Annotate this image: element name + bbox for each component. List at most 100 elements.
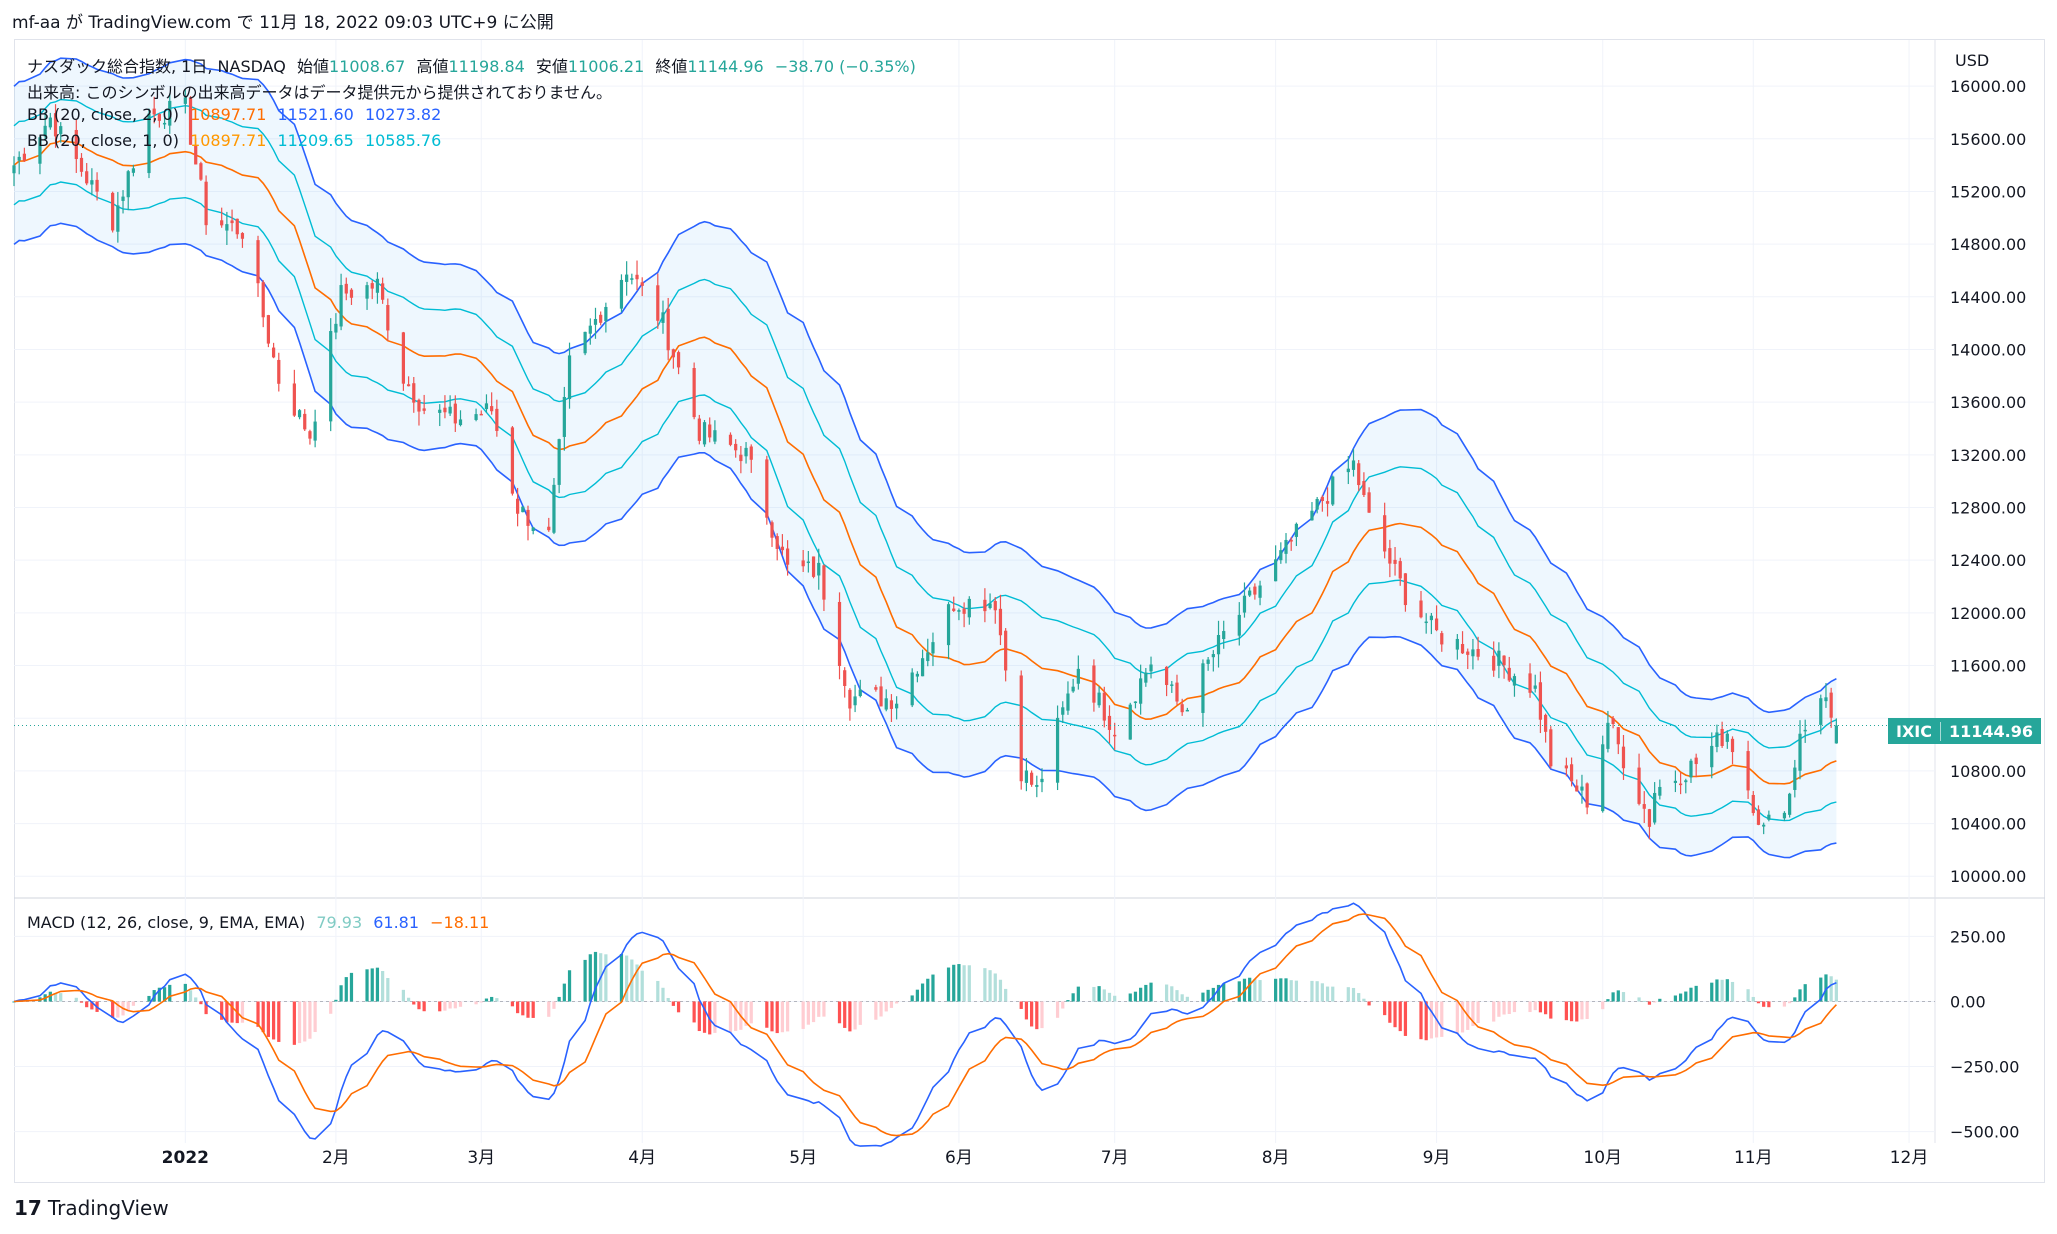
candle-body	[770, 522, 774, 538]
bb2-label: BB (20, close, 1, 0)	[27, 131, 179, 150]
candle-body	[1653, 792, 1657, 823]
macd-hist-bar	[843, 1001, 847, 1028]
macd-hist-bar	[858, 1001, 862, 1025]
candle-body	[661, 312, 665, 323]
volume-note: 出来高: このシンボルの出来高データはデータ提供元から提供されておりません。	[27, 83, 613, 102]
macd-hist-bar	[1460, 1001, 1465, 1033]
macd-hist-bar	[1331, 986, 1335, 1002]
macd-hist-bar	[1066, 1000, 1070, 1002]
candle-body	[194, 144, 198, 165]
macd-hist-bar	[640, 970, 644, 1002]
candle-body	[1097, 692, 1101, 706]
macd-hist-bar	[749, 1001, 753, 1024]
candle-body	[1346, 468, 1350, 473]
macd-hist-bar	[1206, 989, 1210, 1002]
candle-body	[334, 323, 338, 333]
candle-body	[1211, 654, 1215, 658]
time-tick-label: 9月	[1423, 1148, 1451, 1168]
bb1-legend[interactable]: BB (20, close, 2, 0) 10897.71 11521.60 1…	[27, 105, 447, 124]
candle-body	[521, 506, 525, 513]
tradingview-brand: TradingView	[47, 1196, 169, 1220]
candle-body	[111, 192, 115, 231]
macd-hist-bar	[417, 1001, 421, 1010]
candle-body	[692, 368, 696, 418]
macd-hist-bar	[1398, 1001, 1402, 1032]
candle-body	[126, 171, 130, 198]
candle-body	[303, 413, 307, 430]
macd-hist-bar	[1533, 1001, 1537, 1011]
candle-body	[879, 686, 883, 707]
macd-hist-bar	[1497, 1001, 1501, 1017]
candle-body	[152, 108, 156, 115]
macd-hist-bar	[666, 997, 670, 1002]
macd-hist-bar	[962, 965, 966, 1002]
macd-hist-value: 79.93	[316, 913, 363, 932]
bb1-lower-line	[13, 181, 1837, 822]
macd-hist-bar	[625, 955, 629, 1002]
macd-hist-bar	[697, 1001, 701, 1032]
price-tick-label: 15600.00	[1950, 130, 2026, 149]
candle-body	[1071, 686, 1075, 692]
macd-hist-bar	[1824, 974, 1828, 1002]
candle-body	[1746, 751, 1750, 791]
macd-hist-bar	[656, 980, 660, 1002]
macd-hist-bar	[811, 1001, 816, 1023]
macd-hist-bar	[915, 989, 919, 1002]
macd-hist-bar	[853, 1001, 857, 1030]
macd-hist-bar	[495, 998, 499, 1002]
candle-body	[1440, 633, 1444, 645]
candle-body	[567, 355, 572, 400]
candle-body	[635, 274, 639, 280]
macd-hist-bar	[1653, 1001, 1657, 1003]
candle-body	[479, 413, 483, 416]
candle-body	[495, 408, 499, 431]
candle-body	[1004, 630, 1008, 671]
candle-body	[490, 406, 494, 412]
macd-hist-bar	[910, 995, 914, 1002]
macd-signal-value: −18.11	[430, 913, 490, 932]
macd-hist-bar	[1175, 990, 1179, 1002]
candle-body	[53, 113, 58, 137]
macd-hist-bar	[48, 991, 52, 1002]
candle-body	[1756, 809, 1761, 825]
macd-legend[interactable]: MACD (12, 26, close, 9, EMA, EMA) 79.93 …	[27, 913, 495, 932]
macd-hist-bar	[1575, 1001, 1579, 1022]
macd-hist-bar	[329, 1001, 333, 1014]
candle-body	[785, 548, 790, 565]
candle-body	[619, 279, 624, 309]
candle-body	[811, 556, 816, 577]
candle-body	[843, 670, 847, 686]
macd-hist-bar	[671, 1001, 675, 1006]
candle-body	[957, 610, 961, 612]
price-tick-label: 12000.00	[1950, 604, 2026, 623]
macd-hist-bar	[1512, 1001, 1517, 1013]
macd-hist-bar	[1107, 992, 1112, 1002]
macd-hist-bar	[884, 1001, 888, 1012]
candle-body	[225, 224, 229, 231]
candle-body	[1621, 746, 1626, 769]
macd-hist-bar	[1097, 986, 1101, 1002]
candle-body	[1206, 659, 1210, 664]
macd-hist-bar	[53, 993, 58, 1002]
price-tick-label: 10400.00	[1950, 815, 2026, 834]
candle-body	[640, 282, 644, 286]
price-tick-label: 16000.00	[1950, 77, 2026, 96]
macd-hist-bar	[1383, 1001, 1387, 1016]
candle-body	[1616, 727, 1620, 745]
macd-hist-bar	[484, 998, 489, 1002]
macd-hist-bar	[1113, 995, 1117, 1002]
candle-body	[1710, 745, 1714, 768]
candle-body	[1528, 673, 1532, 693]
candle-body	[630, 278, 634, 280]
candle-body	[1762, 824, 1766, 827]
candle-body	[817, 562, 821, 576]
candle-body	[1424, 621, 1428, 624]
footer-brand[interactable]: 𝟭𝟳 TradingView	[14, 1196, 169, 1220]
candle-body	[1149, 664, 1153, 672]
bb2-legend[interactable]: BB (20, close, 1, 0) 10897.71 11209.65 1…	[27, 131, 447, 150]
macd-hist-bar	[1637, 997, 1641, 1002]
candle-body	[1284, 539, 1288, 554]
candle-body	[583, 331, 587, 354]
candle-body	[183, 97, 187, 104]
